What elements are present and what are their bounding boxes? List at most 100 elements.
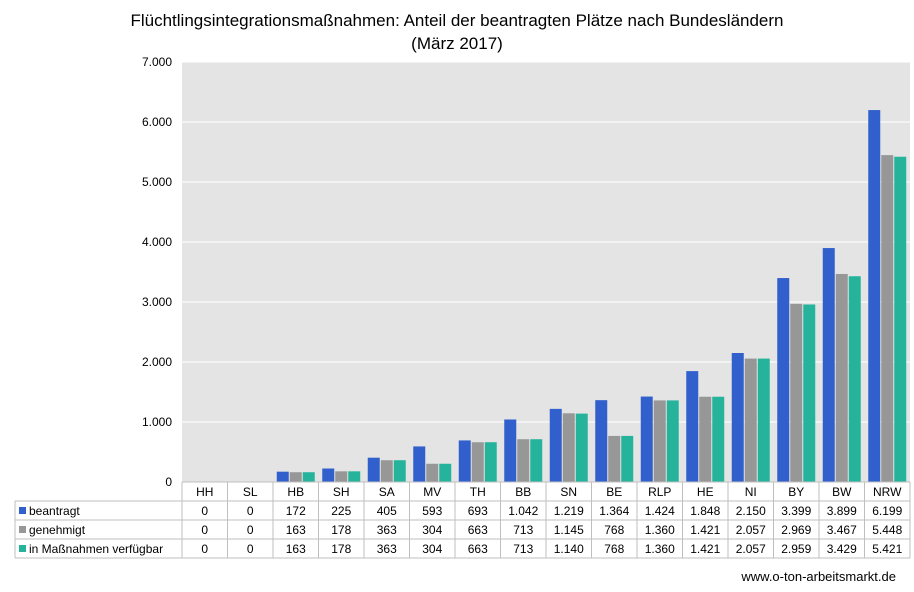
bar-SA-1 (380, 460, 393, 482)
bar-MV-1 (426, 463, 439, 482)
data-label: 178 (331, 542, 351, 556)
bar-SN-2 (575, 413, 588, 482)
bar-BB-0 (504, 419, 517, 482)
bar-HB-0 (276, 471, 289, 482)
data-label: 2.057 (736, 523, 766, 537)
y-tick-label: 0 (165, 475, 172, 489)
legend-label: in Maßnahmen verfügbar (29, 542, 163, 556)
legend-label: beantragt (29, 504, 80, 518)
bar-BB-1 (517, 439, 530, 482)
data-label: 1.421 (690, 542, 720, 556)
chart-title: Flüchtlingsintegrationsmaßnahmen: Anteil… (130, 11, 783, 30)
data-label: 3.399 (781, 504, 811, 518)
category-label: HB (287, 485, 304, 499)
bar-BE-0 (595, 400, 608, 482)
data-label: 304 (422, 523, 442, 537)
data-label: 304 (422, 542, 442, 556)
bar-HE-0 (686, 371, 699, 482)
bar-SH-1 (335, 471, 348, 482)
bar-BW-0 (822, 248, 835, 482)
data-label: 1.042 (508, 504, 538, 518)
bar-SA-2 (393, 460, 406, 482)
bar-BW-2 (848, 276, 861, 482)
bar-HE-2 (712, 396, 725, 482)
data-label: 1.848 (690, 504, 720, 518)
category-label: BW (832, 485, 852, 499)
data-label: 1.421 (690, 523, 720, 537)
data-label: 5.448 (872, 523, 902, 537)
y-tick-label: 2.000 (142, 355, 172, 369)
y-tick-label: 1.000 (142, 415, 172, 429)
y-tick-label: 5.000 (142, 175, 172, 189)
data-label: 593 (422, 504, 442, 518)
bar-HB-2 (302, 472, 315, 482)
data-label: 172 (286, 504, 306, 518)
bar-SA-0 (367, 457, 380, 482)
bar-NI-1 (744, 358, 757, 482)
category-label: RLP (648, 485, 671, 499)
bar-BY-0 (777, 278, 790, 482)
category-label: BB (515, 485, 531, 499)
bar-MV-2 (439, 463, 452, 482)
data-label: 1.145 (554, 523, 584, 537)
category-label: SA (379, 485, 395, 499)
data-label: 5.421 (872, 542, 902, 556)
bar-NRW-1 (881, 155, 894, 482)
bar-TH-1 (471, 442, 484, 482)
data-table: HH SL HB SH SA MV TH BB SN BE RLP HE NI BY BW NRW beantr… (14, 481, 911, 559)
data-label: 2.959 (781, 542, 811, 556)
category-label: SH (333, 485, 350, 499)
bar-NI-0 (731, 353, 744, 482)
data-label: 163 (286, 542, 306, 556)
bar-TH-0 (458, 440, 471, 482)
y-tick-label: 6.000 (142, 115, 172, 129)
bar-TH-2 (484, 442, 497, 482)
category-label: HH (196, 485, 213, 499)
data-label: 663 (468, 542, 488, 556)
category-label: BE (606, 485, 622, 499)
data-label: 1.219 (554, 504, 584, 518)
bar-HB-1 (289, 472, 302, 482)
y-tick-label: 4.000 (142, 235, 172, 249)
data-label: 0 (201, 542, 208, 556)
bar-NRW-2 (894, 156, 907, 483)
data-label: 663 (468, 523, 488, 537)
category-label: NRW (873, 485, 902, 499)
data-label: 0 (201, 523, 208, 537)
data-label: 1.424 (645, 504, 675, 518)
data-label: 2.969 (781, 523, 811, 537)
bar-NI-2 (757, 358, 770, 482)
bar-RLP-0 (640, 396, 653, 482)
data-label: 0 (247, 542, 254, 556)
bar-RLP-1 (653, 400, 666, 482)
bar-BW-1 (835, 273, 848, 482)
category-label: HE (697, 485, 714, 499)
data-label: 363 (377, 542, 397, 556)
data-label: 1.360 (645, 542, 675, 556)
data-label: 768 (604, 523, 624, 537)
category-label: SL (243, 485, 258, 499)
bar-RLP-2 (666, 400, 679, 482)
bar-BY-2 (803, 304, 816, 482)
bar-SH-0 (322, 468, 335, 482)
data-label: 363 (377, 523, 397, 537)
data-label: 1.140 (554, 542, 584, 556)
plot-area: 0 1.000 2.000 3.000 4.000 5.000 6.000 7.000 (142, 55, 910, 489)
chart-subtitle: (März 2017) (411, 34, 503, 53)
bar-BE-1 (608, 435, 621, 482)
bar-BB-2 (530, 439, 543, 482)
bar-SN-0 (549, 408, 562, 482)
y-tick-label: 7.000 (142, 55, 172, 69)
data-label: 405 (377, 504, 397, 518)
data-label: 6.199 (872, 504, 902, 518)
category-label: BY (788, 485, 804, 499)
data-label: 713 (513, 523, 533, 537)
bar-NRW-0 (868, 110, 881, 482)
data-label: 768 (604, 542, 624, 556)
data-label: 3.899 (827, 504, 857, 518)
data-label: 0 (201, 504, 208, 518)
data-label: 1.364 (599, 504, 629, 518)
data-label: 3.467 (827, 523, 857, 537)
data-label: 1.360 (645, 523, 675, 537)
bar-HE-1 (699, 396, 712, 482)
